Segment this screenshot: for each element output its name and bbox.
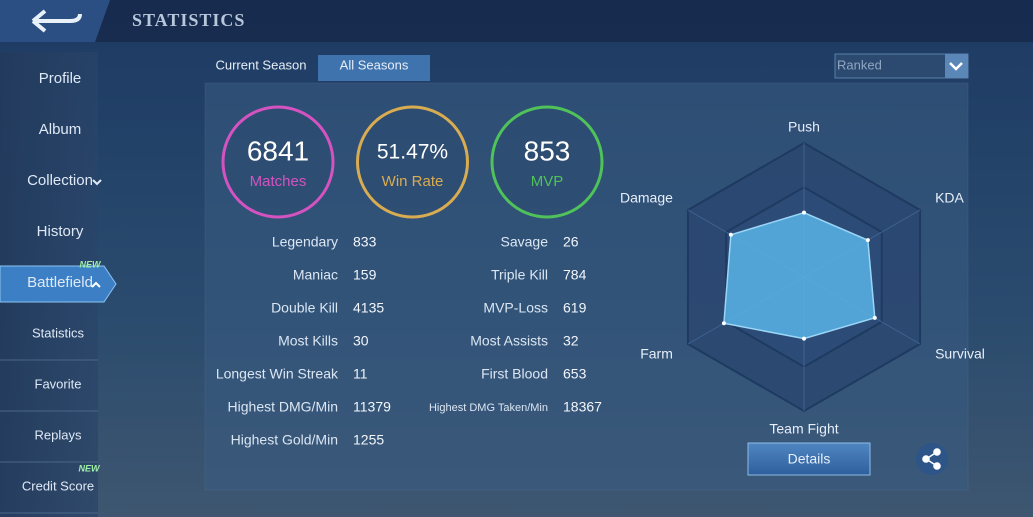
summary-value: 6841 [247, 135, 309, 166]
chevron [92, 179, 102, 186]
stat-label: MVP-Loss [483, 300, 548, 316]
stat-label: Most Kills [278, 333, 338, 349]
nav-subitem[interactable]: Favorite [35, 376, 82, 391]
stat-label: First Blood [481, 366, 548, 382]
radar-point [872, 315, 877, 320]
share-icon [922, 448, 941, 470]
stat-value: 4135 [353, 300, 384, 316]
stat-label: Triple Kill [491, 267, 548, 283]
stat-label: Highest DMG Taken/Min [429, 402, 548, 414]
stat-value: 30 [353, 333, 369, 349]
summary-label: Win Rate [382, 173, 444, 190]
stat-value: 833 [353, 234, 377, 250]
stat-value: 11 [353, 366, 368, 382]
stat-value: 11379 [353, 399, 391, 415]
stat-value: 653 [563, 366, 587, 382]
top-bar [0, 0, 1033, 42]
nav-highlight [0, 265, 117, 303]
stat-label: Savage [501, 234, 549, 250]
new-badge: NEW [79, 463, 102, 473]
details-label: Details [788, 451, 831, 467]
stat-label: Legendary [272, 234, 338, 250]
page-title: STATISTICS [132, 10, 245, 30]
select-arrow [949, 62, 963, 71]
select-arrow-box [945, 54, 968, 78]
stat-value: 1255 [353, 432, 384, 448]
radar-axis-label: Team Fight [769, 421, 838, 437]
stat-label: Highest Gold/Min [231, 432, 338, 448]
stat-value: 26 [563, 234, 579, 250]
radar-point [865, 238, 870, 243]
tab[interactable]: All Seasons [340, 57, 409, 72]
summary-value: 51.47% [377, 141, 448, 164]
radar-axis-label: KDA [935, 190, 964, 206]
stat-value: 159 [353, 267, 377, 283]
tab[interactable]: Current Season [215, 57, 306, 72]
stat-value: 619 [563, 300, 587, 316]
nav-item[interactable]: Collection [27, 172, 93, 189]
stat-label: Maniac [293, 267, 338, 283]
nav-subitem[interactable]: Credit Score [22, 478, 94, 493]
nav-subitem[interactable]: Statistics [32, 325, 85, 340]
summary-label: MVP [531, 173, 564, 190]
radar-point [728, 232, 733, 237]
summary-label: Matches [250, 173, 307, 190]
radar-axis-label: Survival [935, 346, 985, 362]
summary-ring [221, 105, 335, 219]
radar-axis-label: Farm [640, 346, 673, 362]
radar-point [721, 321, 726, 326]
stat-value: 32 [563, 333, 579, 349]
radar-point [802, 210, 806, 215]
chevron [91, 281, 101, 288]
stat-value: 784 [563, 267, 587, 283]
summary-value: 853 [524, 135, 571, 166]
stat-label: Most Assists [470, 333, 548, 349]
nav-subitem[interactable]: Replays [35, 427, 82, 442]
nav-item[interactable]: History [37, 223, 84, 240]
summary-ring [356, 105, 469, 219]
new-badge: NEW [80, 259, 103, 269]
share-button[interactable] [916, 443, 948, 475]
radar-axis-label: Damage [620, 190, 673, 206]
nav-item[interactable]: Profile [39, 70, 82, 87]
back-icon [31, 9, 82, 33]
tab-active [318, 55, 430, 81]
stat-value: 18367 [563, 399, 602, 415]
stat-label: Double Kill [271, 300, 338, 316]
details-button[interactable] [747, 442, 871, 476]
summary-ring [490, 105, 604, 219]
nav-item[interactable]: Battlefield [27, 274, 93, 291]
stat-label: Longest Win Streak [216, 366, 339, 382]
mode-select-text: Ranked [837, 57, 882, 72]
nav-item[interactable]: Album [39, 121, 82, 138]
stat-label: Highest DMG/Min [228, 399, 338, 415]
radar-axis-label: Push [788, 119, 820, 135]
radar-point [802, 336, 806, 341]
